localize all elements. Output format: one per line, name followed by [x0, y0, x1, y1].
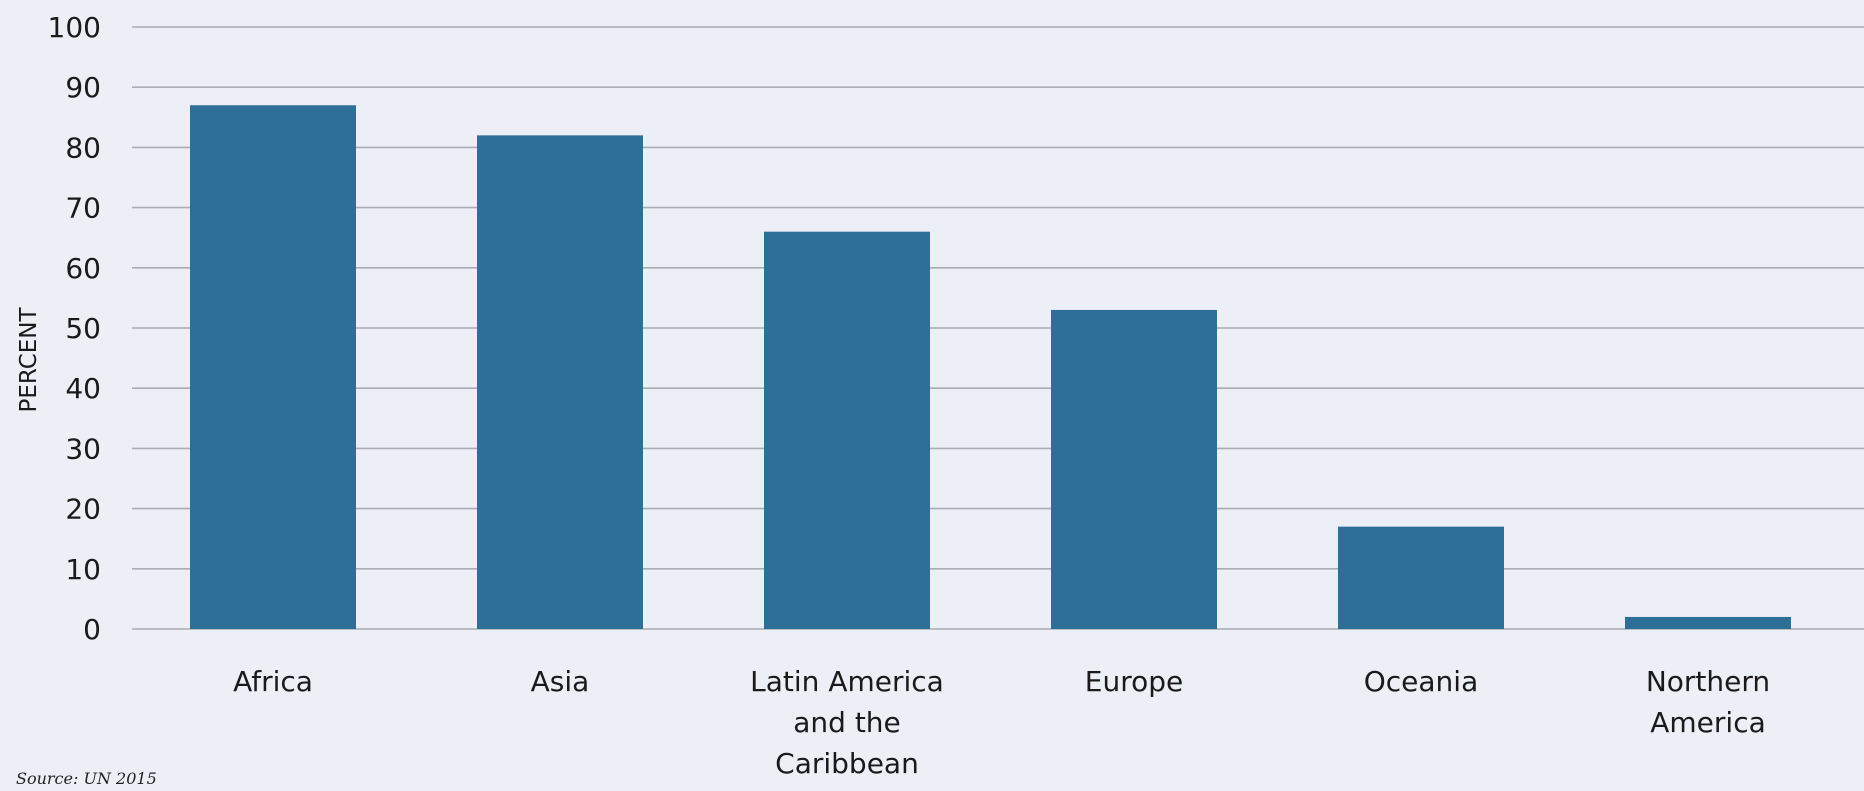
x-tick-label-line: Europe: [1085, 665, 1183, 698]
bars: [190, 105, 1791, 630]
x-tick-label: Europe: [1085, 665, 1183, 698]
y-tick-label: 50: [65, 312, 101, 345]
y-tick-label: 90: [65, 71, 101, 104]
x-tick-label: Asia: [531, 665, 590, 698]
x-tick-label-line: and the: [793, 706, 901, 739]
bar: [190, 105, 356, 629]
y-tick-label: 100: [48, 11, 101, 44]
y-tick-label: 30: [65, 432, 101, 465]
x-tick-label-line: Northern: [1646, 665, 1770, 698]
x-tick-label-line: Oceania: [1364, 665, 1479, 698]
x-tick-label: Northern America: [1646, 665, 1770, 739]
y-axis-label: PERCENT: [16, 307, 42, 413]
x-tick-label: Latin America and the Caribbean: [750, 665, 944, 780]
bar: [1625, 616, 1791, 629]
source-note: Source: UN 2015: [16, 769, 157, 788]
x-tick-labels: Africa Asia Latin America and the Caribbean E…: [233, 665, 1770, 780]
y-tick-label: 0: [83, 613, 101, 646]
x-tick-label-line: Caribbean: [775, 747, 919, 780]
x-tick-label: Africa: [233, 665, 313, 698]
x-tick-label: Oceania: [1364, 665, 1479, 698]
y-tick-label: 60: [65, 252, 101, 285]
x-tick-label-line: Asia: [531, 665, 590, 698]
y-tick-label: 40: [65, 372, 101, 405]
bar: [764, 231, 930, 629]
x-tick-label-line: America: [1650, 706, 1766, 739]
bar: [1051, 309, 1217, 629]
y-tick-label: 80: [65, 131, 101, 164]
x-tick-label-line: Latin America: [750, 665, 944, 698]
bar: [1338, 526, 1504, 629]
x-tick-label-line: Africa: [233, 665, 313, 698]
y-tick-label: 70: [65, 192, 101, 225]
y-tick-label: 10: [65, 553, 101, 586]
bar: [477, 135, 643, 630]
gridlines: [132, 26, 1864, 630]
y-tick-labels: 0 10 20 30 40 50 60 70 80 90 100: [48, 11, 101, 646]
y-tick-label: 20: [65, 493, 101, 526]
